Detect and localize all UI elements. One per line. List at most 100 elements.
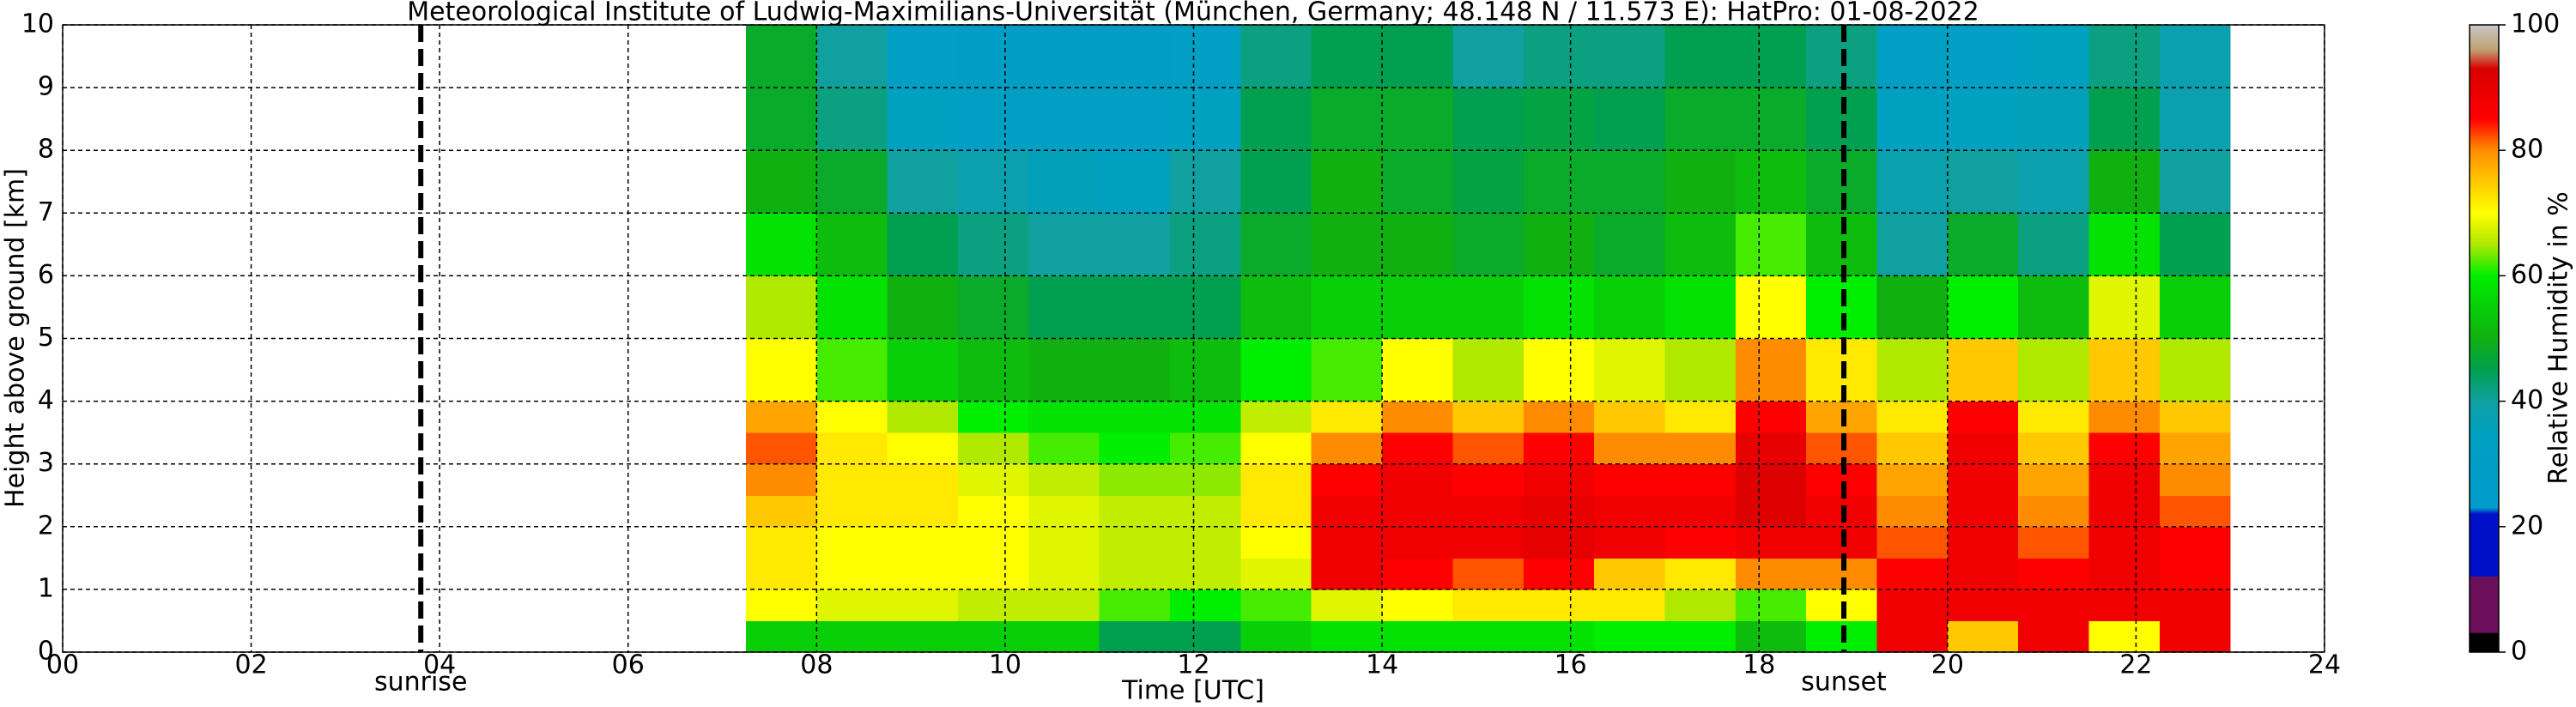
heatmap-cell — [1170, 589, 1241, 621]
heatmap-cell — [1664, 620, 1737, 653]
heatmap-cell — [1028, 432, 1100, 465]
heatmap-cell — [1382, 463, 1453, 496]
heatmap-cell — [1664, 338, 1737, 402]
colorbar-tick-label: 0 — [2511, 637, 2527, 667]
heatmap-cell — [745, 526, 817, 559]
heatmap-cell — [1170, 401, 1241, 433]
heatmap-cell — [1876, 275, 1949, 339]
heatmap-cell — [745, 463, 817, 496]
y-tick-label: 9 — [38, 72, 54, 102]
heatmap-cell — [745, 25, 817, 88]
heatmap-cell — [958, 401, 1029, 433]
heatmap-cell — [1240, 558, 1312, 590]
heatmap-cell — [1382, 150, 1453, 214]
heatmap-cell — [1664, 150, 1737, 214]
heatmap-cell — [1735, 526, 1807, 559]
heatmap-cell — [1099, 463, 1171, 496]
heatmap-cell — [1664, 558, 1737, 590]
heatmap-cell — [1099, 401, 1171, 433]
heatmap-cell — [816, 88, 888, 151]
heatmap-cell — [1382, 338, 1453, 402]
heatmap-cell — [816, 463, 888, 496]
heatmap-cell — [1735, 25, 1807, 88]
heatmap-cell — [2018, 25, 2090, 88]
x-tick-label: 22 — [2119, 650, 2152, 680]
heatmap-cell — [1735, 620, 1807, 653]
heatmap-cell — [745, 401, 817, 433]
heatmap-cell — [1876, 25, 1949, 88]
heatmap-cell — [887, 620, 959, 653]
heatmap-cell — [1382, 620, 1453, 653]
heatmap-cell — [745, 589, 817, 621]
heatmap-cell — [1240, 463, 1312, 496]
heatmap-cell — [1028, 213, 1100, 276]
heatmap-cell — [2088, 526, 2161, 559]
heatmap-cell — [1028, 275, 1100, 339]
heatmap-cell — [1170, 213, 1241, 276]
heatmap-cell — [2159, 463, 2231, 496]
heatmap-cell — [1099, 558, 1171, 590]
heatmap-cell — [1664, 25, 1737, 88]
heatmap-cell — [1311, 213, 1383, 276]
heatmap-cell — [1311, 558, 1383, 590]
heatmap-cell — [887, 275, 959, 339]
heatmap-cell — [1452, 25, 1524, 88]
heatmap-cell — [2159, 25, 2231, 88]
heatmap-cell — [1664, 213, 1737, 276]
heatmap-cell — [1523, 213, 1595, 276]
heatmap-cell — [1947, 463, 2019, 496]
heatmap-cell — [1028, 150, 1100, 214]
heatmap-cell — [2159, 620, 2231, 653]
heatmap-cell — [1240, 275, 1312, 339]
heatmap-cell — [1523, 150, 1595, 214]
heatmap-cell — [1947, 620, 2019, 653]
heatmap-cell — [1664, 275, 1737, 339]
colorbar-label: Relative Humidity in % — [2544, 191, 2574, 484]
heatmap-cell — [1735, 213, 1807, 276]
heatmap-cell — [958, 495, 1029, 528]
heatmap-cell — [1735, 495, 1807, 528]
heatmap-cell — [1664, 401, 1737, 433]
heatmap-cell — [745, 150, 817, 214]
heatmap-cell — [1594, 275, 1665, 339]
heatmap-cell — [1735, 432, 1807, 465]
heatmap-cell — [1099, 213, 1171, 276]
heatmap-cell — [2088, 338, 2161, 402]
heatmap-cell — [2088, 401, 2161, 433]
heatmap-cell — [1028, 401, 1100, 433]
heatmap-cell — [1523, 620, 1595, 653]
heatmap-cell — [816, 25, 888, 88]
heatmap-cell — [1523, 495, 1595, 528]
heatmap-cell — [2088, 463, 2161, 496]
heatmap-cell — [1594, 432, 1665, 465]
heatmap-cell — [958, 275, 1029, 339]
heatmap-cell — [816, 338, 888, 402]
heatmap-cell — [1240, 401, 1312, 433]
heatmap-cell — [1099, 526, 1171, 559]
heatmap-cell — [1452, 213, 1524, 276]
heatmap-cell — [1452, 526, 1524, 559]
heatmap-cell — [816, 495, 888, 528]
heatmap-cell — [2018, 495, 2090, 528]
heatmap-cell — [1876, 526, 1949, 559]
heatmap-cell — [745, 213, 817, 276]
heatmap-cell — [2018, 589, 2090, 621]
x-axis-label: Time [UTC] — [1121, 676, 1264, 706]
heatmap-cell — [2018, 275, 2090, 339]
heatmap-cell — [1594, 150, 1665, 214]
heatmap-cell — [2159, 558, 2231, 590]
x-tick-label: 04 — [423, 650, 456, 680]
colorbar-tick-label: 20 — [2511, 511, 2543, 541]
heatmap-cell — [2159, 213, 2231, 276]
heatmap-cell — [887, 25, 959, 88]
heatmap-cell — [1240, 213, 1312, 276]
heatmap-cell — [1735, 463, 1807, 496]
y-axis-label: Height above ground [km] — [1, 168, 31, 508]
heatmap-cell — [1170, 558, 1241, 590]
heatmap-cell — [1170, 338, 1241, 402]
heatmap-cell — [1240, 150, 1312, 214]
heatmap-cell — [1382, 25, 1453, 88]
heatmap-cell — [1735, 401, 1807, 433]
heatmap-cell — [2018, 88, 2090, 151]
heatmap-cell — [816, 401, 888, 433]
